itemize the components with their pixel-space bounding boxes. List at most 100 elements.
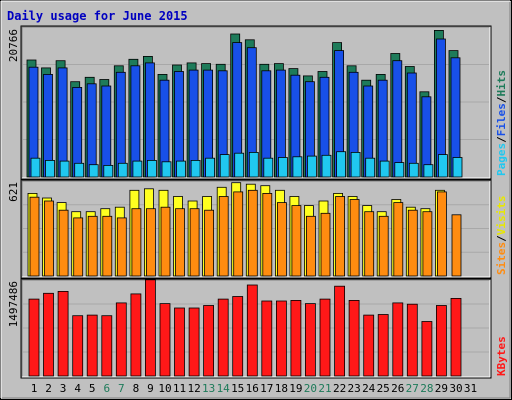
sites-bar: [58, 209, 69, 277]
kbytes-bar: [392, 302, 404, 377]
kbytes-bar: [246, 284, 258, 377]
day-label: 8: [133, 382, 140, 395]
kbytes-bar: [275, 300, 287, 377]
legend-kbytes: KBytes: [495, 336, 508, 376]
sites-bar: [305, 215, 316, 277]
top-max-label: 20766: [7, 29, 20, 62]
pages-bar: [423, 164, 434, 178]
day-label: 15: [231, 382, 244, 395]
pages-bar: [350, 151, 361, 178]
kbytes-bar: [72, 315, 84, 377]
files-bar: [406, 72, 417, 178]
pages-bar: [437, 154, 448, 178]
kbytes-bar: [159, 303, 171, 377]
sites-bar: [393, 202, 404, 277]
kbytes-bar: [174, 307, 185, 377]
sites-bar: [44, 200, 54, 277]
kbytes-bar: [86, 314, 98, 377]
middle-max-label: 621: [7, 182, 20, 202]
pages-bar: [30, 157, 41, 178]
kbytes-bar: [144, 279, 156, 377]
sites-bar: [276, 202, 287, 277]
day-label: 2: [45, 382, 52, 395]
sites-bar: [247, 189, 258, 277]
bottom-max-label: 1497486: [7, 281, 20, 327]
pages-bar: [132, 160, 143, 178]
day-label: 23: [347, 382, 360, 395]
kbytes-bar: [217, 298, 229, 377]
middle-legend: Sites/Visits: [495, 196, 508, 276]
day-label: 29: [435, 382, 448, 395]
pages-bar: [408, 162, 419, 178]
day-label: 6: [103, 382, 110, 395]
sites-bar: [422, 211, 433, 277]
day-label: 11: [173, 382, 186, 395]
sites-bar: [116, 217, 127, 277]
kbytes-bar: [232, 296, 244, 377]
files-bar: [392, 60, 403, 178]
pages-bar: [176, 160, 186, 178]
pages-bar: [379, 160, 390, 178]
sites-bar: [407, 209, 418, 277]
sites-bar: [87, 215, 98, 277]
files-bar: [101, 85, 112, 178]
sites-bar: [145, 208, 156, 277]
sites-bar: [335, 196, 346, 277]
chart-title: Daily usage for June 2015: [7, 9, 188, 23]
pages-bar: [59, 160, 70, 178]
day-label: 9: [147, 382, 154, 395]
day-label: 27: [406, 382, 419, 395]
sites-bar: [102, 215, 113, 277]
day-label: 22: [333, 382, 346, 395]
pages-bar: [336, 151, 347, 178]
pages-bar: [248, 151, 259, 178]
sites-bar: [175, 208, 185, 277]
sites-bar: [233, 191, 244, 277]
legend-files: Files: [495, 103, 508, 136]
kbytes-bar: [334, 285, 346, 377]
kbytes-bar: [435, 305, 447, 377]
sites-bar: [204, 209, 215, 277]
kbytes-bar: [348, 299, 360, 377]
sites-bar: [320, 212, 331, 277]
pages-bar: [365, 157, 376, 178]
bottom-legend: KBytes: [495, 336, 508, 376]
day-label: 10: [158, 382, 171, 395]
pages-bar: [190, 159, 201, 178]
day-label: 13: [202, 382, 215, 395]
day-label: 17: [260, 382, 273, 395]
kbytes-bar: [188, 307, 200, 377]
sites-bar: [73, 217, 84, 277]
kbytes-bar: [304, 303, 316, 377]
kbytes-bar: [319, 298, 331, 377]
kbytes-bar: [406, 303, 418, 377]
pages-bar: [146, 159, 157, 178]
pages-bar: [234, 152, 245, 178]
day-label: 26: [391, 382, 404, 395]
sites-bar: [131, 208, 142, 277]
sites-bar: [378, 215, 389, 277]
kbytes-bar: [377, 314, 389, 377]
kbytes-bar: [421, 321, 433, 377]
x-axis-day-labels: 1 2 3 4 5 6 7 8 9 10 11 12 13 14 15 16 17 18 19 20 21 22 23 24 2…: [31, 382, 477, 395]
day-label: 24: [362, 382, 376, 395]
pages-bar: [306, 155, 317, 178]
day-label: 18: [275, 382, 288, 395]
kbytes-bar: [130, 293, 142, 377]
pages-bar: [88, 164, 99, 178]
pages-bar: [263, 157, 274, 178]
legend-sites: Sites: [495, 242, 508, 275]
kbytes-bar: [101, 315, 113, 377]
day-label: 21: [318, 382, 331, 395]
legend-pages: Pages: [495, 143, 508, 176]
sites-bar: [262, 192, 273, 277]
kbytes-bar: [450, 297, 462, 377]
files-bar: [144, 62, 155, 178]
kbytes-bar: [28, 298, 40, 377]
kbytes-bar: [115, 302, 127, 377]
pages-bar: [205, 157, 216, 178]
day-label: 14: [217, 382, 231, 395]
kbytes-bar: [43, 292, 54, 377]
files-bar: [57, 67, 68, 178]
day-label: 19: [289, 382, 302, 395]
